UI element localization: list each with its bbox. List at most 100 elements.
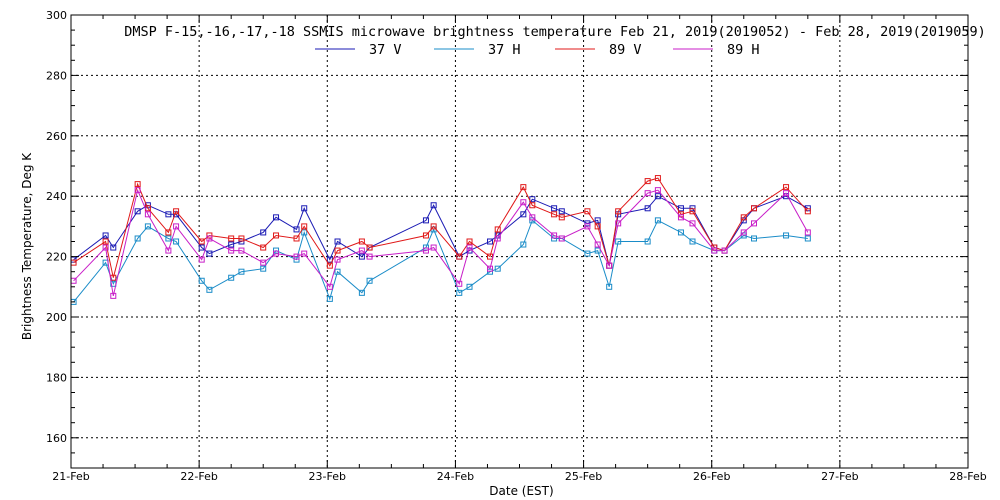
- data-point: [260, 259, 267, 266]
- data-point: [494, 235, 501, 242]
- data-point: [456, 280, 463, 287]
- data-point: [206, 286, 213, 293]
- data-point: [594, 223, 601, 230]
- legend: 37 V 37 H 89 V 89 H: [315, 42, 760, 58]
- data-point: [144, 223, 151, 230]
- data-point: [594, 241, 601, 248]
- data-point: [430, 223, 437, 230]
- data-point: [273, 214, 280, 221]
- y-axis-label: Brightness Temperature, Deg K: [20, 152, 34, 340]
- data-point: [260, 265, 267, 272]
- data-point: [301, 229, 308, 236]
- data-point: [134, 208, 141, 215]
- data-point: [173, 208, 180, 215]
- series-89-h: [70, 187, 811, 299]
- y-tick-label: 220: [46, 251, 67, 264]
- data-point: [293, 253, 300, 260]
- data-point: [102, 244, 109, 251]
- data-point: [677, 205, 684, 212]
- x-tick-label: 27-Feb: [821, 470, 858, 483]
- data-point: [520, 184, 527, 191]
- data-point: [422, 244, 429, 251]
- data-point: [487, 238, 494, 245]
- y-tick-label: 180: [46, 371, 67, 384]
- data-point: [584, 208, 591, 215]
- x-tick-label: 24-Feb: [437, 470, 474, 483]
- data-point: [615, 208, 622, 215]
- legend-label: 37 V: [369, 42, 402, 58]
- data-point: [558, 235, 565, 242]
- data-point: [366, 244, 373, 251]
- data-point: [273, 250, 280, 257]
- data-point: [165, 247, 172, 254]
- data-point: [594, 217, 601, 224]
- data-point: [173, 223, 180, 230]
- data-point: [334, 268, 341, 275]
- data-point: [293, 226, 300, 233]
- data-point: [494, 226, 501, 233]
- y-tick-label: 240: [46, 190, 67, 203]
- data-point: [228, 247, 235, 254]
- data-point: [198, 244, 205, 251]
- data-point: [198, 238, 205, 245]
- data-point: [334, 247, 341, 254]
- legend-item-89-h: 89 H: [673, 42, 760, 58]
- data-point: [689, 208, 696, 215]
- data-point: [165, 211, 172, 218]
- x-tick-label: 23-Feb: [309, 470, 346, 483]
- data-point: [293, 256, 300, 263]
- data-point: [606, 283, 613, 290]
- data-point: [740, 229, 747, 236]
- data-point: [102, 232, 109, 239]
- data-point: [238, 268, 245, 275]
- data-point: [165, 235, 172, 242]
- y-tick-label: 160: [46, 432, 67, 445]
- data-point: [487, 265, 494, 272]
- data-point: [751, 205, 758, 212]
- data-point: [326, 262, 333, 269]
- data-point: [751, 220, 758, 227]
- data-point: [206, 235, 213, 242]
- data-point: [644, 178, 651, 185]
- data-point: [466, 244, 473, 251]
- data-point: [529, 202, 536, 209]
- data-point: [301, 250, 308, 257]
- x-axis-label: Date (EST): [489, 484, 553, 498]
- legend-label: 89 H: [727, 42, 760, 58]
- data-point: [102, 238, 109, 245]
- data-point: [711, 247, 718, 254]
- data-point: [134, 235, 141, 242]
- data-point: [366, 277, 373, 284]
- data-point: [558, 214, 565, 221]
- data-point: [144, 211, 151, 218]
- data-point: [238, 235, 245, 242]
- data-point: [173, 238, 180, 245]
- data-point: [654, 217, 661, 224]
- data-point: [487, 253, 494, 260]
- data-point: [529, 214, 536, 221]
- data-point: [206, 250, 213, 257]
- data-point: [422, 217, 429, 224]
- data-point: [301, 223, 308, 230]
- data-point: [228, 274, 235, 281]
- data-point: [520, 241, 527, 248]
- x-tick-label: 28-Feb: [949, 470, 986, 483]
- legend-item-89-v: 89 V: [555, 42, 642, 58]
- data-point: [273, 232, 280, 239]
- data-point: [558, 208, 565, 215]
- data-point: [783, 232, 790, 239]
- y-tick-label: 200: [46, 311, 67, 324]
- data-point: [551, 205, 558, 212]
- data-point: [334, 256, 341, 263]
- x-tick-label: 26-Feb: [693, 470, 730, 483]
- data-point: [584, 250, 591, 257]
- data-point: [721, 247, 728, 254]
- data-point: [358, 253, 365, 260]
- data-point: [804, 229, 811, 236]
- data-point: [422, 232, 429, 239]
- data-point: [134, 181, 141, 188]
- data-point: [677, 229, 684, 236]
- data-point: [165, 229, 172, 236]
- data-point: [198, 256, 205, 263]
- data-point: [430, 244, 437, 251]
